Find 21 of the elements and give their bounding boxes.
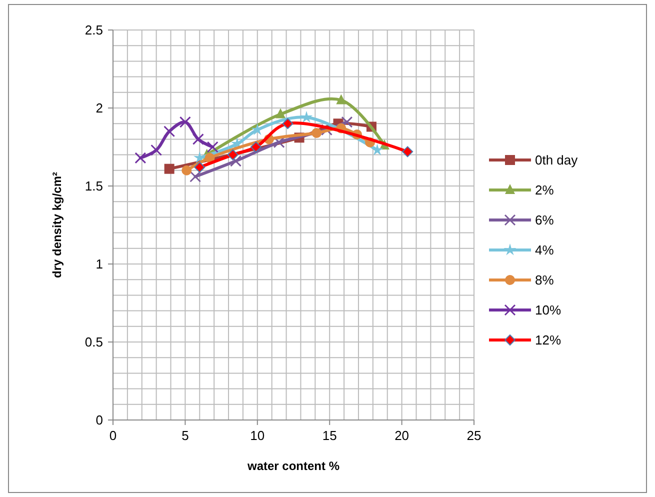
legend-label: 10%	[535, 302, 562, 318]
x-tick-label: 0	[109, 428, 117, 443]
y-tick-label: 0.5	[84, 334, 103, 350]
x-axis-title: water content %	[246, 459, 340, 473]
legend-label: 0th day	[535, 152, 578, 168]
x-tick-label: 25	[466, 428, 482, 443]
y-tick-label: 2.5	[84, 22, 103, 38]
legend-label: 8%	[535, 272, 554, 288]
y-tick-label: 2	[96, 100, 103, 116]
x-tick-label: 5	[182, 428, 189, 443]
y-tick-label: 0	[96, 412, 103, 428]
y-axis-title: dry density kg/cm²	[50, 172, 64, 278]
legend-label: 6%	[535, 212, 554, 228]
x-tick-label: 15	[322, 428, 337, 443]
legend-label: 2%	[535, 182, 554, 198]
x-tick-label: 20	[394, 428, 410, 443]
y-tick-label: 1	[96, 256, 103, 272]
legend-label: 4%	[535, 242, 554, 258]
legend-label: 12%	[535, 332, 562, 348]
x-tick-label: 10	[250, 428, 265, 443]
y-tick-label: 1.5	[84, 178, 103, 194]
